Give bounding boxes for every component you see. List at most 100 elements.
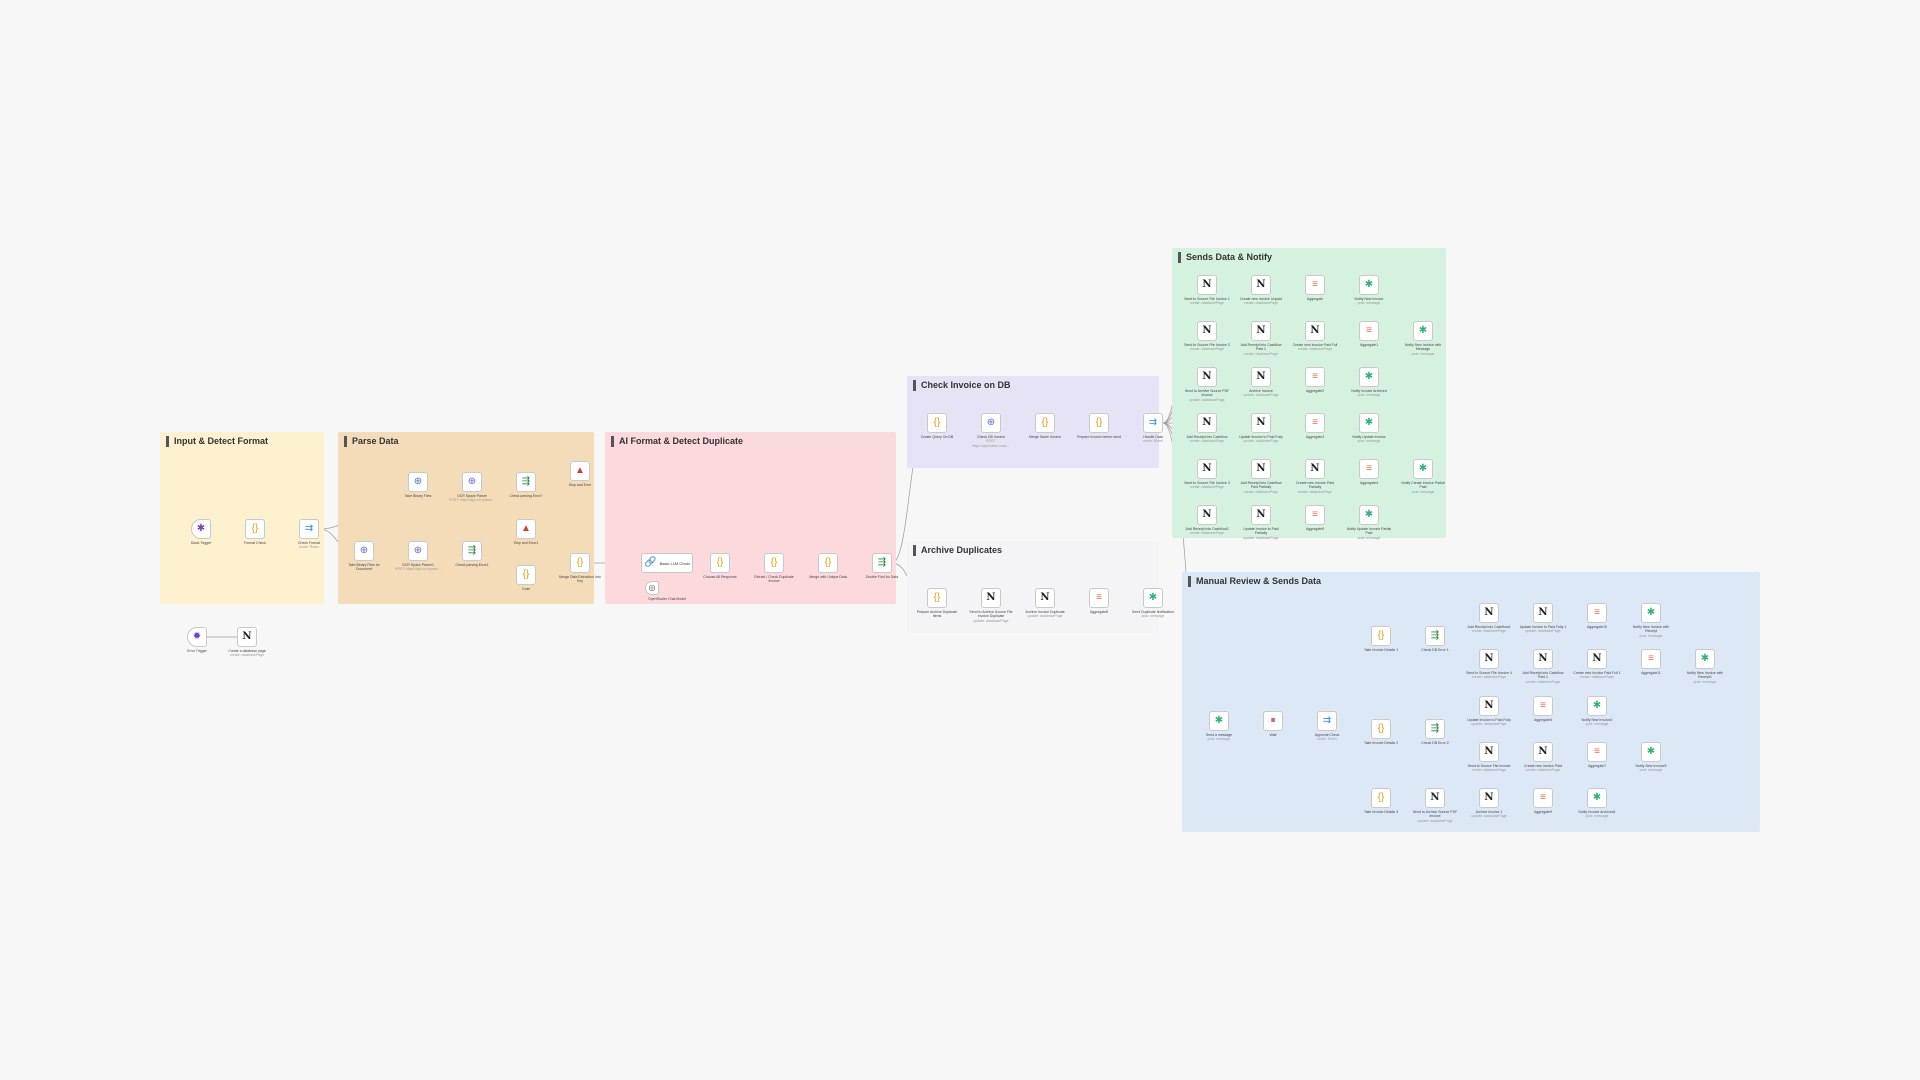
node-handle-data[interactable]: ⇉ (1143, 413, 1163, 433)
node-create-new-invoice[interactable]: N (1251, 275, 1271, 295)
node-slack-trigger[interactable]: ✱ (191, 519, 211, 539)
node-check-format[interactable]: ⇉ (299, 519, 319, 539)
node-prepare-invoice-data[interactable]: {} (1089, 413, 1109, 433)
node-send-source-invoice3[interactable]: N (1197, 459, 1217, 479)
node-notify-update-invoice-partial[interactable]: ✱ (1359, 505, 1379, 525)
node-create-query-db[interactable]: {} (927, 413, 947, 433)
node-merge-same-invoice[interactable]: {} (1035, 413, 1055, 433)
node-add-receipt-partially[interactable]: N (1251, 459, 1271, 479)
node-label: Notify Invoice Archived post: message (1345, 389, 1393, 398)
node-code[interactable]: {} (516, 565, 536, 585)
node-error-trigger[interactable]: ✹ (187, 627, 207, 647)
node-aggregate6[interactable]: ≡ (1533, 696, 1553, 716)
node-send-archive-source-pdf1[interactable]: N (1425, 788, 1445, 808)
node-notify-update-invoice[interactable]: ✱ (1359, 413, 1379, 433)
node-notify-new-invoice3[interactable]: ✱ (1641, 742, 1661, 762)
node-archive-invoice1[interactable]: N (1479, 788, 1499, 808)
node-basic-llm-chain[interactable]: 🔗 Basic LLM Chain (641, 553, 693, 573)
node-send-source-invoice4[interactable]: N (1479, 649, 1499, 669)
group-check-invoice-db[interactable]: Check Invoice on DB (907, 376, 1159, 468)
node-send-archive-dup[interactable]: N (981, 588, 1001, 608)
node-extract-check-duplicate[interactable]: {} (764, 553, 784, 573)
node-add-receipt-cashflow2[interactable]: N (1197, 413, 1217, 433)
node-notify-invoice-message[interactable]: ✱ (1413, 321, 1433, 341)
node-add-receipt-cashflow-paid2[interactable]: N (1533, 649, 1553, 669)
node-update-invoice-paid-fully[interactable]: N (1251, 413, 1271, 433)
node-aggregate9[interactable]: ≡ (1533, 788, 1553, 808)
node-aggregate4[interactable]: ≡ (1359, 459, 1379, 479)
node-double-find-fields[interactable]: ⇶ (872, 553, 892, 573)
group-archive-duplicates[interactable]: Archive Duplicates (907, 541, 1159, 633)
node-aggregate3[interactable]: ≡ (1305, 413, 1325, 433)
group-sends-data-notify[interactable]: Sends Data & Notify (1172, 248, 1446, 538)
node-label-text: Aggregate10 (1586, 625, 1608, 629)
notion-icon: N (1592, 653, 1602, 664)
node-aggregate8[interactable]: ≡ (1089, 588, 1109, 608)
node-archive-invoice-dup[interactable]: N (1035, 588, 1055, 608)
node-archive-invoice[interactable]: N (1251, 367, 1271, 387)
node-create-new-invoice-paid[interactable]: N (1533, 742, 1553, 762)
node-check-db-error2[interactable]: ⇶ (1425, 719, 1445, 739)
node-notify-new-invoice-receipt[interactable]: ✱ (1641, 603, 1661, 623)
group-input-detect-format[interactable]: Input & Detect Format (160, 432, 324, 604)
node-add-receipt-cashflow3[interactable]: N (1197, 505, 1217, 525)
node-add-receipt-cashflow[interactable]: N (1251, 321, 1271, 341)
slack-icon: ✱ (1592, 792, 1602, 803)
node-prepare-archive[interactable]: {} (927, 588, 947, 608)
node-check-db-error1[interactable]: ⇶ (1425, 626, 1445, 646)
node-label-text: Aggregate7 (1587, 764, 1607, 768)
node-take-invoice-details1[interactable]: {} (1371, 626, 1391, 646)
node-format-check[interactable]: {} (245, 519, 265, 539)
node-take-invoice-details3[interactable]: {} (1371, 788, 1391, 808)
node-notify-invoice-archived1[interactable]: ✱ (1587, 788, 1607, 808)
node-ocr-space-parser1[interactable]: ⊕ (408, 541, 428, 561)
node-send-dup-notification[interactable]: ✱ (1143, 588, 1163, 608)
node-notify-new-invoice2[interactable]: ✱ (1587, 696, 1607, 716)
group-ai-format[interactable]: AI Format & Detect Duplicate (605, 432, 896, 604)
node-notify-new-invoice-receipt1[interactable]: ✱ (1695, 649, 1715, 669)
node-aggregate11[interactable]: ≡ (1641, 649, 1661, 669)
node-take-binary-doc[interactable]: ⊕ (354, 541, 374, 561)
node-send-source-invoice2[interactable]: N (1197, 321, 1217, 341)
node-create-db-page[interactable]: N (237, 627, 257, 647)
node-notify-create-invoice-partial[interactable]: ✱ (1413, 459, 1433, 479)
node-approval-check[interactable]: ⇉ (1317, 711, 1337, 731)
node-aggregate[interactable]: ≡ (1305, 275, 1325, 295)
node-create-invoice-paid-full1[interactable]: N (1587, 649, 1607, 669)
node-take-binary-files[interactable]: ⊕ (408, 472, 428, 492)
node-aggregate2[interactable]: ≡ (1305, 367, 1325, 387)
group-manual-review[interactable]: Manual Review & Sends Data (1182, 572, 1760, 832)
node-choose-all-response[interactable]: {} (710, 553, 730, 573)
node-stop-error[interactable]: ▲ (570, 461, 590, 481)
node-merge-unique-data[interactable]: {} (818, 553, 838, 573)
node-merge-data-extraction[interactable]: {} (570, 553, 590, 573)
node-update-invoice-paid-fully1[interactable]: N (1533, 603, 1553, 623)
node-wait[interactable]: ⏸ (1263, 711, 1283, 731)
node-check-parsing-error[interactable]: ⇶ (516, 472, 536, 492)
aggregate-icon: ≡ (1594, 746, 1600, 757)
node-label: Archive Invoice Duplicate update: databas… (1021, 610, 1069, 619)
node-create-invoice-paid-full[interactable]: N (1305, 321, 1325, 341)
node-send-source-invoice1[interactable]: N (1197, 275, 1217, 295)
node-send-message[interactable]: ✱ (1209, 711, 1229, 731)
node-notify-new-invoice[interactable]: ✱ (1359, 275, 1379, 295)
node-take-invoice-details2[interactable]: {} (1371, 719, 1391, 739)
node-aggregate7[interactable]: ≡ (1587, 742, 1607, 762)
node-aggregate10[interactable]: ≡ (1587, 603, 1607, 623)
node-send-source-invoice5[interactable]: N (1479, 742, 1499, 762)
node-openrouter-chat-model[interactable]: ◎ (645, 581, 659, 595)
node-update-invoice-partially[interactable]: N (1251, 505, 1271, 525)
node-check-db-invoice[interactable]: ⊕ (981, 413, 1001, 433)
node-ocr-space-parser[interactable]: ⊕ (462, 472, 482, 492)
node-add-receipt-cashflow4[interactable]: N (1479, 603, 1499, 623)
node-notify-invoice-archived[interactable]: ✱ (1359, 367, 1379, 387)
node-create-invoice-partially[interactable]: N (1305, 459, 1325, 479)
node-aggregate1[interactable]: ≡ (1359, 321, 1379, 341)
node-aggregate5[interactable]: ≡ (1305, 505, 1325, 525)
node-check-parsing-error1[interactable]: ⇶ (462, 541, 482, 561)
group-parse-data[interactable]: Parse Data (338, 432, 594, 604)
node-stop-error1[interactable]: ▲ (516, 519, 536, 539)
node-update-invoice-paid-fully2[interactable]: N (1479, 696, 1499, 716)
node-send-archive-source-pdf[interactable]: N (1197, 367, 1217, 387)
